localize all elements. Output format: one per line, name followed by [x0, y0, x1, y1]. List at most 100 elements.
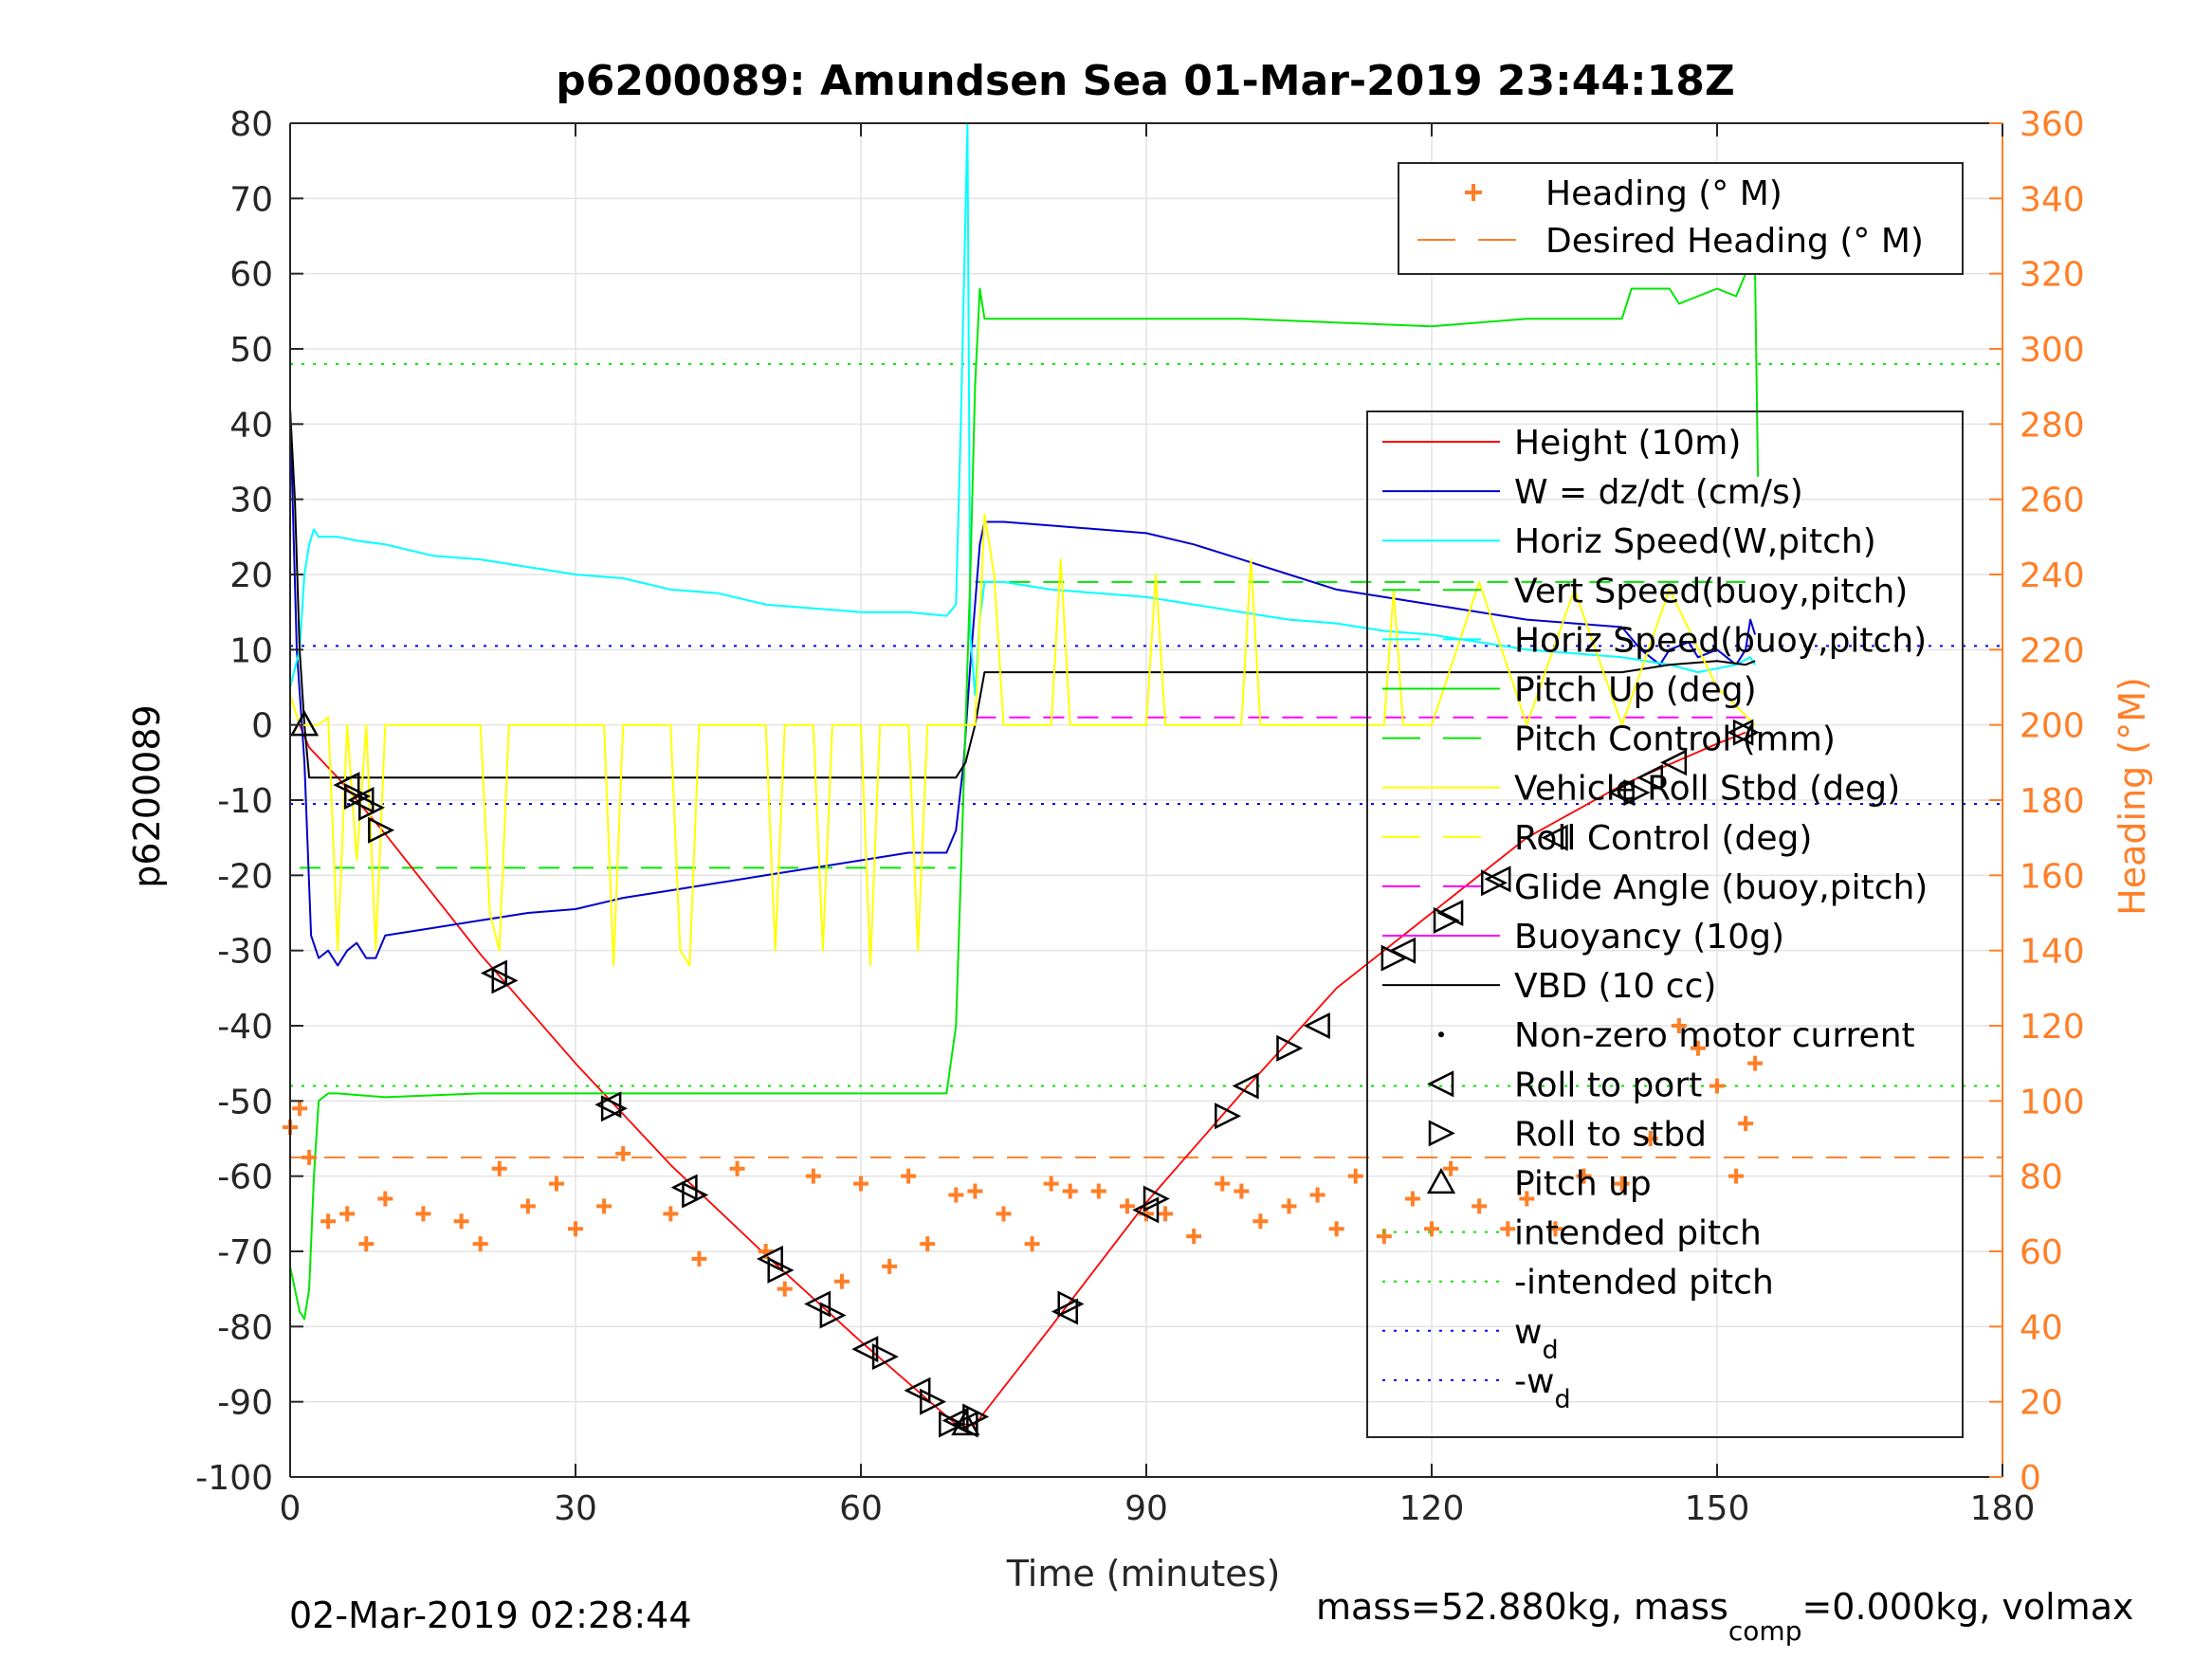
legend-heading: Heading (° M) Desired Heading (° M) — [1398, 162, 1964, 275]
y-tick-label: -50 — [217, 1083, 273, 1121]
heading-point — [1309, 1187, 1325, 1203]
y-tick-label: -100 — [195, 1459, 273, 1498]
legend-label: Vert Speed(buoy,pitch) — [1514, 572, 1908, 611]
legend-label: Horiz Speed(W,pitch) — [1514, 522, 1876, 561]
heading-point — [596, 1198, 612, 1214]
roll-stbd-marker — [491, 967, 519, 994]
roll-port-marker — [1660, 749, 1688, 776]
legend-label: -wd — [1514, 1362, 1571, 1414]
roll-port-marker — [1132, 1196, 1160, 1224]
heading-point — [1281, 1198, 1297, 1214]
heading-point — [1576, 1168, 1592, 1184]
heading-markers — [283, 1018, 1764, 1297]
heading-point — [1747, 1055, 1764, 1071]
roll-stbd-marker — [682, 1181, 709, 1209]
y-tick-label: 60 — [229, 256, 273, 295]
roll-stbd-marker — [1433, 906, 1460, 934]
heading-point — [1186, 1229, 1202, 1245]
y-tick-label-right: 20 — [2020, 1384, 2063, 1423]
roll-port-marker — [1436, 899, 1464, 927]
footer-mass-a: mass=52.880kg, mass — [1316, 1586, 1728, 1628]
roll-stbd-marker — [1732, 719, 1760, 746]
heading-point — [967, 1183, 983, 1199]
series-horiz_speed — [289, 122, 1756, 696]
x-tick-label: 150 — [1685, 1489, 1750, 1528]
legend-label-text: Roll to port — [1514, 1066, 1702, 1104]
y-axis-label-right: Heading (°M) — [2111, 677, 2153, 916]
heading-point — [1328, 1221, 1344, 1237]
heading-point — [1234, 1183, 1250, 1199]
y-tick-label-right: 60 — [2020, 1233, 2063, 1272]
x-tick-label: 0 — [280, 1489, 302, 1528]
roll-port-marker — [851, 1336, 879, 1363]
roll-port-marker — [1051, 1298, 1078, 1325]
legend-label: Pitch Control (mm) — [1514, 720, 1836, 759]
heading-point — [1090, 1183, 1106, 1199]
footer-timestamp: 02-Mar-2019 02:28:44 — [289, 1595, 692, 1636]
roll-stbd-marker — [1276, 1034, 1304, 1062]
legend-top-label: Desired Heading (° M) — [1545, 222, 1924, 261]
heading-point — [1347, 1168, 1363, 1184]
legend-label: Height (10m) — [1514, 424, 1741, 463]
x-tick-label: 60 — [839, 1489, 883, 1528]
heading-point — [568, 1221, 583, 1237]
legend-label: Pitch up — [1514, 1165, 1652, 1204]
legend-label-text: Buoyancy (10g) — [1514, 918, 1784, 957]
heading-point — [302, 1149, 318, 1165]
legend-label-subscript: d — [1554, 1385, 1570, 1414]
heading-point — [1443, 1160, 1459, 1176]
x-tick-label: 90 — [1124, 1489, 1168, 1528]
heading-point — [548, 1176, 564, 1192]
roll-port-marker — [1727, 719, 1754, 746]
heading-point — [1500, 1221, 1516, 1237]
roll-port-marker — [904, 1376, 931, 1404]
roll-port-marker — [347, 786, 375, 814]
series-roll — [289, 513, 1756, 967]
y-tick-label: 20 — [229, 556, 273, 595]
legend-label: Glide Angle (buoy,pitch) — [1514, 868, 1928, 907]
y-tick-label: -80 — [217, 1308, 273, 1347]
y-tick-label: -70 — [217, 1233, 273, 1272]
heading-point — [1404, 1191, 1420, 1207]
roll-port-marker — [333, 772, 360, 799]
plot-area — [283, 122, 2002, 1438]
heading-point — [1024, 1236, 1040, 1252]
y-tick-label-right: 340 — [2020, 180, 2085, 219]
legend-label: intended pitch — [1514, 1214, 1762, 1253]
legend-label: -intended pitch — [1514, 1264, 1774, 1303]
heading-point — [1043, 1176, 1059, 1192]
y-tick-label-right: 320 — [2020, 256, 2085, 295]
legend-label-text: W = dz/dt (cm/s) — [1514, 473, 1803, 512]
legend-label-text: Height (10m) — [1514, 424, 1741, 463]
heading-point — [615, 1145, 631, 1161]
heading-point — [292, 1101, 308, 1117]
roll-stbd-marker — [343, 783, 372, 811]
heading-point — [1738, 1116, 1754, 1132]
roll-port-marker — [1232, 1072, 1259, 1100]
x-tick-label: 30 — [554, 1489, 597, 1528]
axes: 0 30 60 90 120 150 18080706050403020100-10-20-… — [195, 105, 2084, 1528]
legend-label-text: Roll to stbd — [1514, 1115, 1707, 1154]
legend-label: wd — [1514, 1313, 1559, 1365]
heading-point — [415, 1206, 431, 1222]
heading-point — [320, 1213, 337, 1230]
roll-stbd-marker — [819, 1302, 847, 1329]
footer-mass-sub: comp — [1728, 1615, 1802, 1647]
y-tick-label: 10 — [229, 631, 273, 670]
heading-point — [882, 1258, 898, 1274]
legend-label-text: intended pitch — [1514, 1214, 1762, 1253]
legend-label-text: Horiz Speed(W,pitch) — [1514, 522, 1876, 561]
pitch-up-marker — [951, 1409, 980, 1436]
y-tick-label-right: 220 — [2020, 631, 2085, 670]
heading-point — [948, 1187, 964, 1203]
roll-stbd-marker — [871, 1343, 899, 1371]
heading-point — [1547, 1221, 1563, 1237]
legend-label: Vehicle Roll Stbd (deg) — [1514, 770, 1900, 809]
y-tick-label: 40 — [229, 406, 273, 445]
legend-symbol-pitch-up — [1426, 1167, 1456, 1194]
roll-stbd-marker — [767, 1256, 795, 1284]
x-tick-label: 120 — [1399, 1489, 1465, 1528]
heading-point — [777, 1281, 793, 1297]
heading-point — [1119, 1198, 1135, 1214]
